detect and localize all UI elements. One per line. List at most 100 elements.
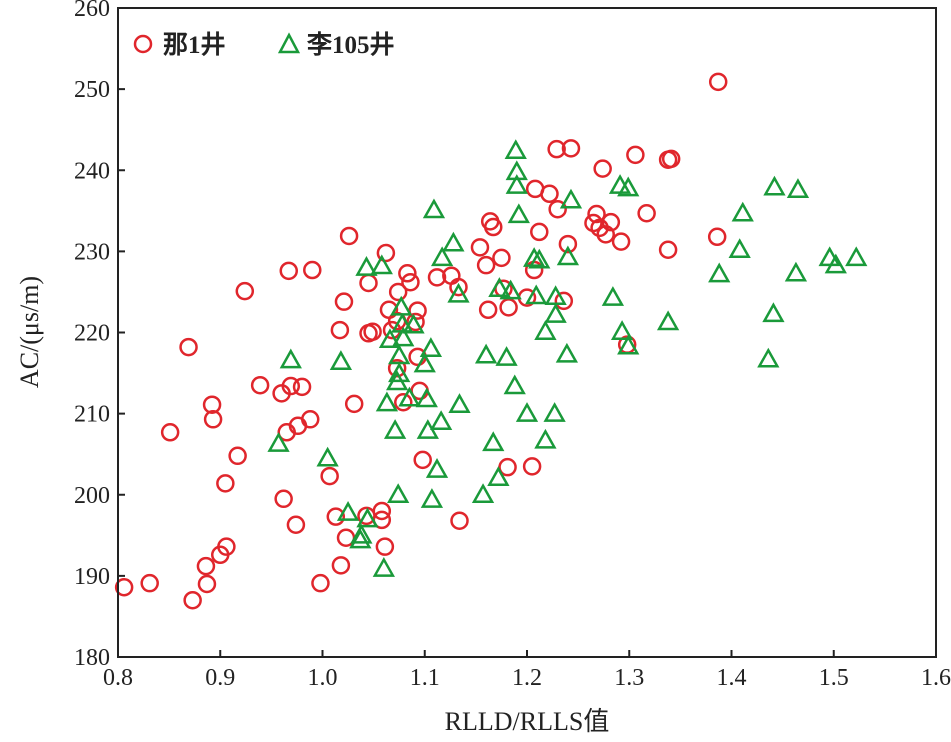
data-point-series-1 <box>498 457 517 477</box>
data-point-series-1 <box>303 260 322 280</box>
data-point-series-2 <box>422 198 446 219</box>
data-point-series-1 <box>707 227 727 247</box>
data-point-series-2 <box>610 320 634 340</box>
data-point-series-1 <box>470 238 490 257</box>
data-point-series-2 <box>425 458 449 478</box>
data-point-series-1 <box>587 204 606 224</box>
data-point-series-2 <box>387 483 410 503</box>
y-tick-label: 220 <box>74 321 110 347</box>
data-point-series-1 <box>394 393 413 412</box>
data-point-series-1 <box>376 243 396 263</box>
data-point-series-1 <box>235 281 255 301</box>
data-point-series-1 <box>476 255 496 275</box>
data-point-series-1 <box>228 446 247 466</box>
data-point-series-1 <box>401 272 420 292</box>
y-tick-label: 180 <box>74 645 110 671</box>
data-point-series-2 <box>356 507 379 528</box>
data-point-series-1 <box>593 159 612 178</box>
data-point-series-2 <box>413 352 436 373</box>
data-point-series-2 <box>388 362 411 383</box>
data-point-series-1 <box>658 240 678 260</box>
data-point-series-1 <box>250 375 270 395</box>
data-point-series-1 <box>408 301 427 320</box>
data-point-series-2 <box>474 343 498 364</box>
data-point-series-1 <box>499 298 518 317</box>
data-point-series-1 <box>406 312 425 332</box>
data-point-series-1 <box>114 577 134 597</box>
data-point-series-2 <box>515 402 539 422</box>
data-point-series-2 <box>349 528 372 549</box>
y-tick-label: 210 <box>74 402 110 428</box>
legend-marker-circle <box>133 34 153 54</box>
data-point-series-1 <box>203 410 223 429</box>
plot-frame <box>117 7 937 658</box>
data-point-series-1 <box>183 590 202 610</box>
data-point-series-2 <box>556 245 580 266</box>
data-point-series-2 <box>375 391 399 412</box>
data-point-series-2 <box>824 253 847 274</box>
data-point-series-2 <box>383 419 407 439</box>
data-point-series-2 <box>523 247 546 267</box>
data-point-series-2 <box>728 238 751 259</box>
data-point-series-1 <box>140 573 159 593</box>
data-point-series-1 <box>561 139 581 158</box>
data-point-series-2 <box>763 175 786 196</box>
legend-label-series-2: 李105井 <box>307 31 395 59</box>
data-point-series-1 <box>344 394 364 414</box>
data-point-series-1 <box>398 264 417 283</box>
data-point-series-2 <box>279 348 302 369</box>
data-point-series-2 <box>555 342 579 363</box>
data-point-series-2 <box>267 432 290 452</box>
data-point-series-2 <box>786 178 810 198</box>
data-point-series-2 <box>448 393 471 413</box>
data-point-series-2 <box>507 203 530 224</box>
data-point-series-1 <box>626 145 645 165</box>
data-point-series-1 <box>279 261 299 281</box>
data-point-series-2 <box>708 262 731 283</box>
x-axis-label: RLLD/RLLS值 <box>445 707 610 736</box>
data-point-series-1 <box>281 376 301 396</box>
data-point-series-1 <box>637 203 656 223</box>
data-point-series-2 <box>398 386 421 407</box>
data-point-series-1 <box>292 377 312 397</box>
data-point-series-2 <box>495 346 518 366</box>
data-point-series-2 <box>378 328 402 349</box>
data-point-series-1 <box>326 507 346 526</box>
data-point-series-1 <box>372 501 392 521</box>
data-point-series-2 <box>482 431 505 452</box>
data-point-series-1 <box>202 395 222 414</box>
x-tick-label: 1.3 <box>614 665 644 691</box>
data-point-series-1 <box>548 199 567 219</box>
data-point-series-2 <box>505 174 528 194</box>
data-point-series-2 <box>525 284 548 305</box>
data-point-series-2 <box>499 279 522 300</box>
data-point-series-1 <box>311 573 330 593</box>
data-point-series-2 <box>370 254 393 275</box>
y-tick-label: 190 <box>74 564 110 590</box>
data-point-series-2 <box>388 344 411 365</box>
data-point-series-2 <box>329 350 353 370</box>
data-point-series-1 <box>196 556 216 576</box>
data-point-series-2 <box>762 302 785 323</box>
data-point-series-2 <box>316 446 339 467</box>
data-point-series-2 <box>392 326 415 347</box>
data-point-series-2 <box>845 246 868 267</box>
plot-marks <box>114 72 868 610</box>
data-point-series-2 <box>559 188 583 209</box>
data-point-series-1 <box>339 226 359 246</box>
data-point-series-2 <box>534 428 557 449</box>
x-tick-label: 1.0 <box>308 665 338 691</box>
data-point-series-1 <box>216 474 235 493</box>
data-point-series-1 <box>387 358 407 378</box>
data-point-series-1 <box>330 320 350 340</box>
data-point-series-2 <box>415 387 438 408</box>
data-point-series-1 <box>590 218 609 238</box>
data-point-series-2 <box>503 374 526 395</box>
data-point-series-1 <box>197 574 217 594</box>
x-tick-label: 1.4 <box>717 665 747 691</box>
data-point-series-1 <box>484 217 503 237</box>
data-point-series-1 <box>530 222 549 242</box>
data-point-series-2 <box>419 337 443 357</box>
y-tick-label: 230 <box>74 239 110 265</box>
